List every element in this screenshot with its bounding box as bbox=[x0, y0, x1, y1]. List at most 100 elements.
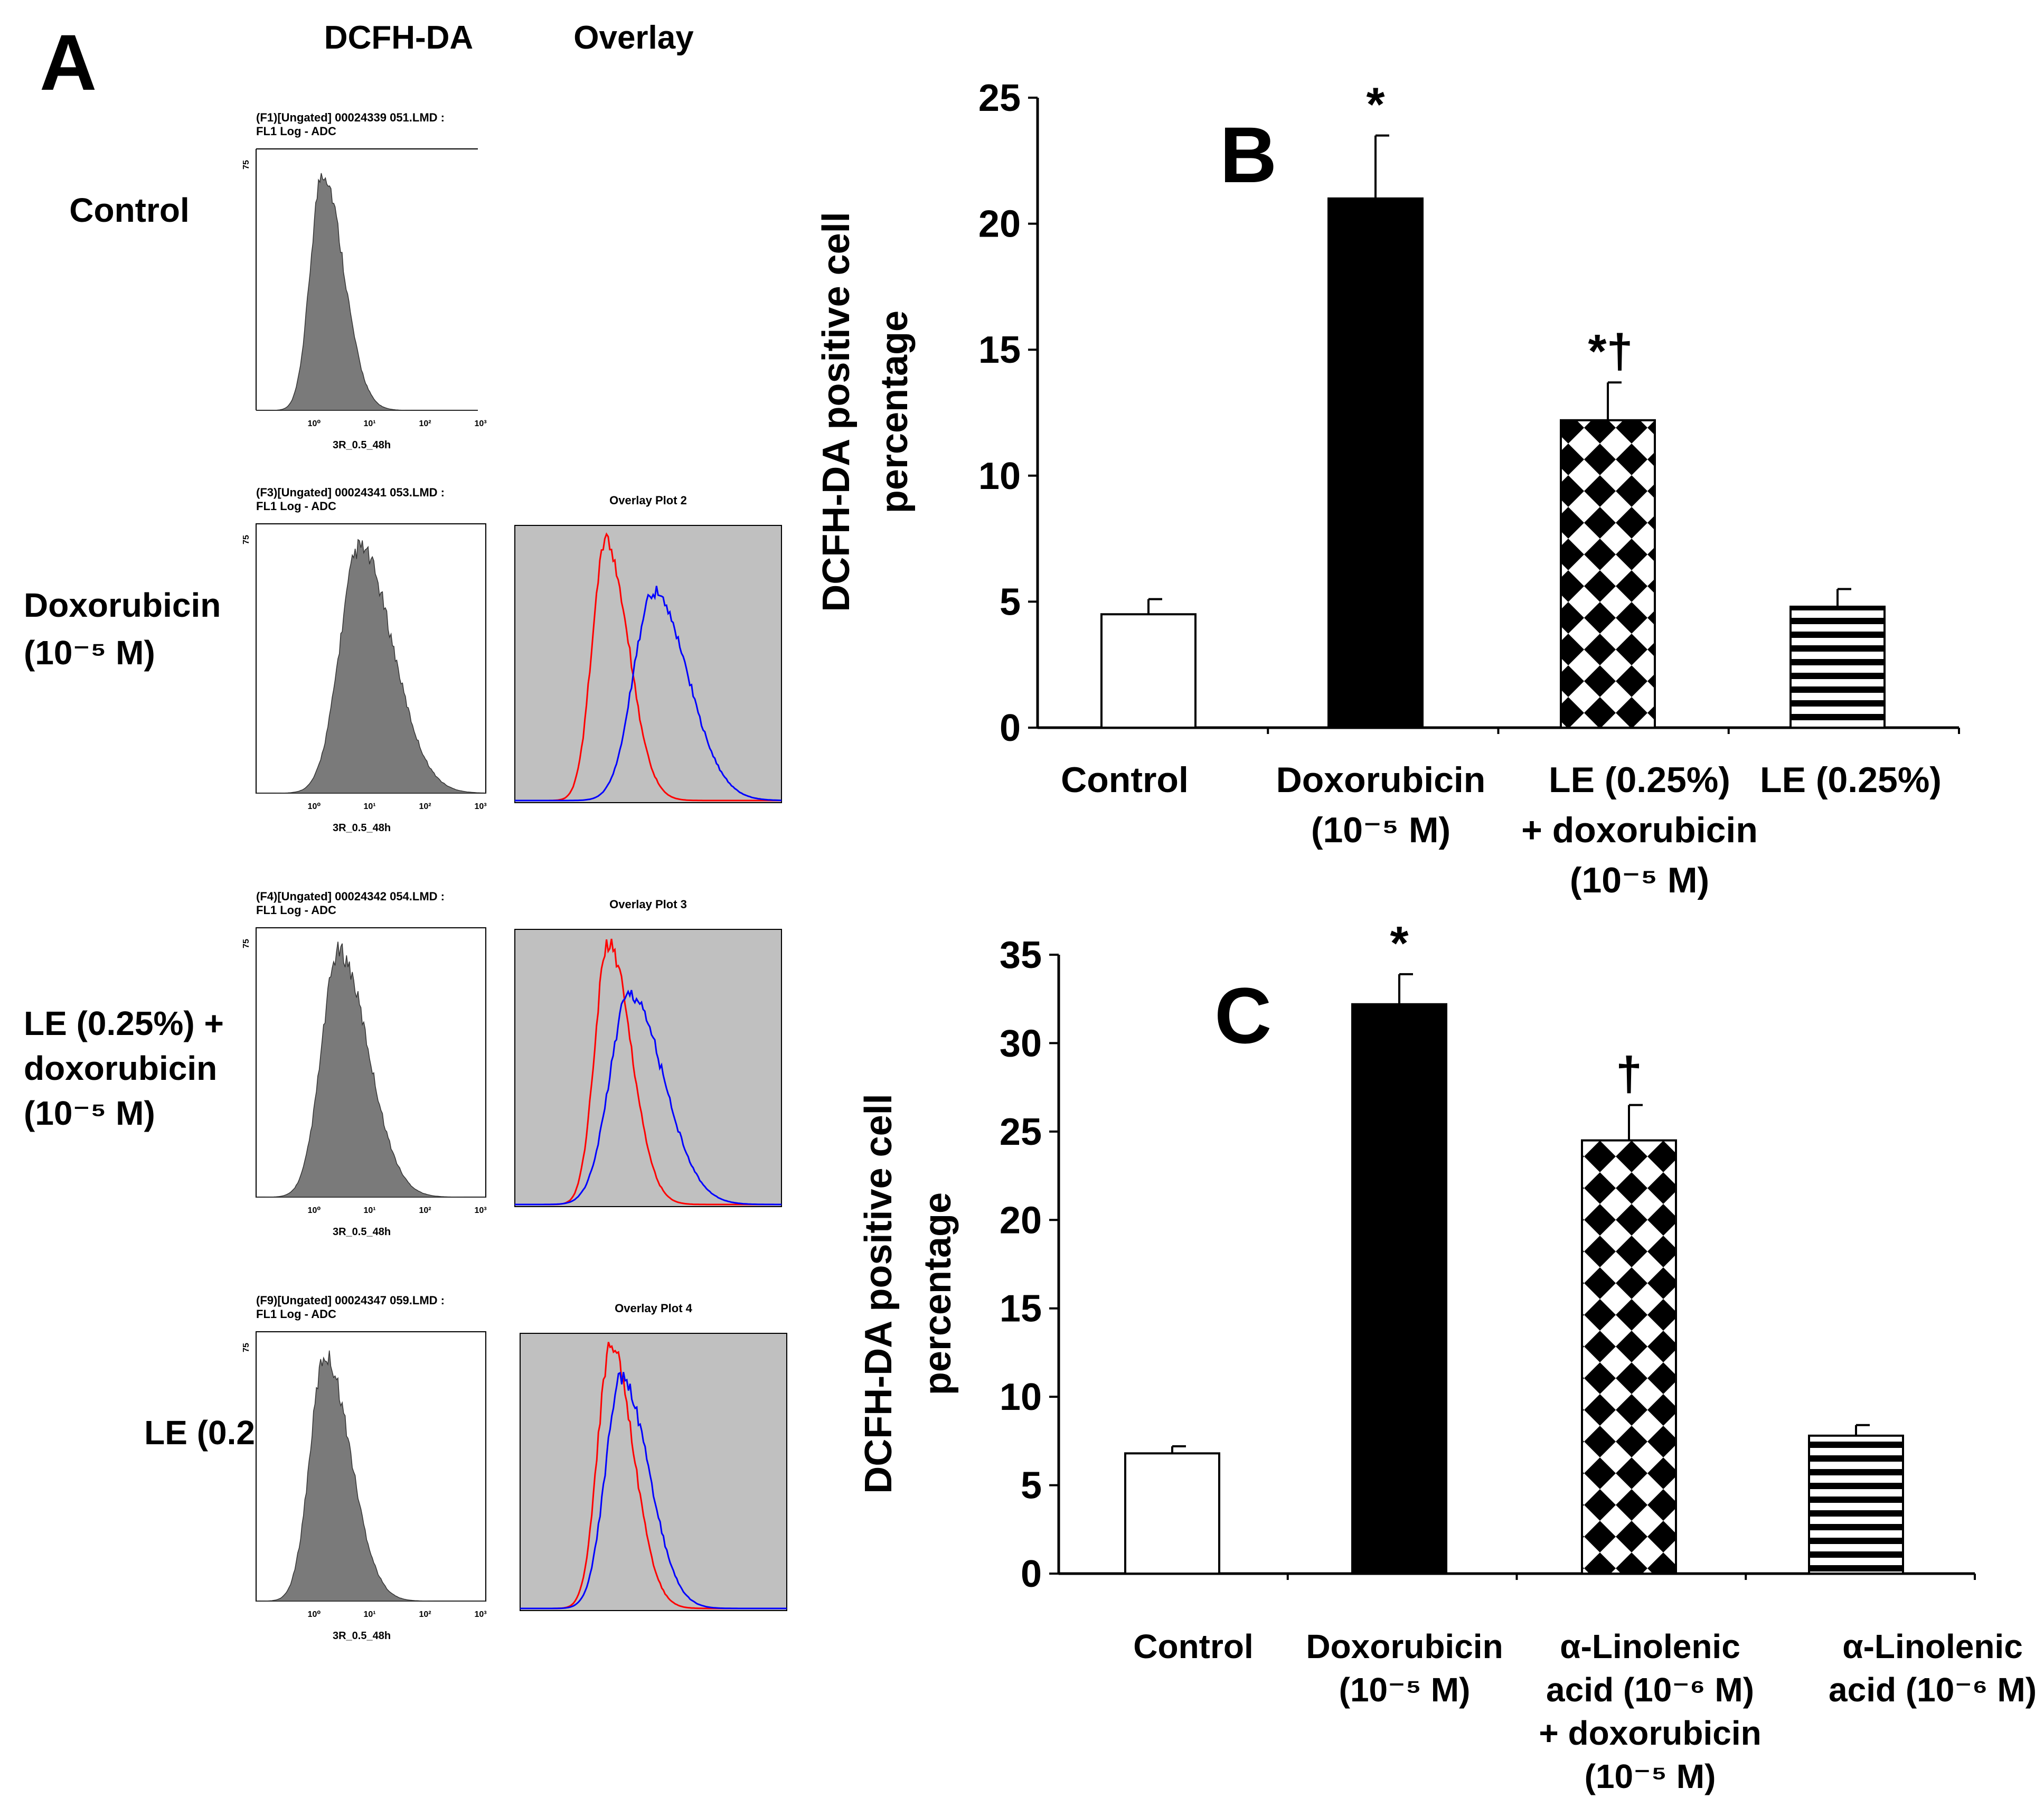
panel-c-letter: C bbox=[1214, 971, 1271, 1060]
histogram-y-tick: 75 bbox=[242, 939, 251, 948]
y-tick-label: 10 bbox=[1000, 1376, 1042, 1418]
histogram-xlabel: 3R_0.5_48h bbox=[333, 439, 391, 451]
histogram-header: (F9)[Ungated] 00024347 059.LMD : bbox=[256, 1294, 445, 1307]
significance-marker: * bbox=[1390, 917, 1408, 970]
histogram-xlabel: 3R_0.5_48h bbox=[333, 822, 391, 834]
category-label: (10⁻⁵ M) bbox=[1339, 1671, 1471, 1709]
histogram-y-tick: 75 bbox=[242, 160, 251, 170]
overlay-title: Overlay Plot 4 bbox=[615, 1302, 693, 1315]
histogram-x-tick: 10³ bbox=[474, 1206, 486, 1215]
y-axis-label: percentage bbox=[873, 310, 916, 513]
y-tick-label: 20 bbox=[978, 203, 1021, 246]
panel-a: A DCFH-DA Overlay Control (F1)[Ungated] 0… bbox=[24, 18, 787, 1642]
histogram-header: FL1 Log - ADC bbox=[256, 500, 336, 513]
category-label: + doxorubicin bbox=[1521, 810, 1758, 850]
category-label: + doxorubicin bbox=[1539, 1714, 1761, 1752]
y-tick-label: 0 bbox=[1021, 1553, 1042, 1595]
y-tick-label: 5 bbox=[1000, 581, 1021, 623]
histogram-x-tick: 10¹ bbox=[363, 802, 375, 811]
y-tick-label: 5 bbox=[1021, 1465, 1042, 1507]
category-label: α-Linolenic bbox=[1842, 1627, 2023, 1665]
histogram-x-tick: 10⁰ bbox=[308, 1610, 321, 1619]
category-label: (10⁻⁵ M) bbox=[1570, 860, 1709, 900]
panel-c-chart: C 0 5 10 15 20 25 30 35 DCFH-DA positive cell per… bbox=[858, 917, 2037, 1795]
bar bbox=[1581, 1139, 1677, 1575]
histogram-xlabel: 3R_0.5_48h bbox=[333, 1630, 391, 1642]
histogram-frame bbox=[256, 149, 478, 410]
histogram-x-tick: 10² bbox=[419, 419, 431, 428]
bar bbox=[1100, 613, 1197, 729]
histogram-x-tick: 10⁰ bbox=[308, 419, 321, 428]
histogram-x-tick: 10¹ bbox=[363, 419, 375, 428]
histogram-x-tick: 10³ bbox=[474, 1610, 486, 1619]
histogram-header: (F1)[Ungated] 00024339 051.LMD : bbox=[256, 111, 445, 124]
histogram-fill bbox=[256, 942, 486, 1198]
overlay-title: Overlay Plot 3 bbox=[609, 898, 687, 911]
significance-marker: *† bbox=[1588, 325, 1633, 378]
y-tick-label: 30 bbox=[1000, 1022, 1042, 1065]
significance-marker: * bbox=[1366, 79, 1384, 131]
histogram-x-tick: 10³ bbox=[474, 419, 486, 428]
histogram-header: (F4)[Ungated] 00024342 054.LMD : bbox=[256, 890, 445, 903]
category-label: (10⁻⁵ M) bbox=[1311, 810, 1450, 850]
overlay-treated-line bbox=[515, 989, 781, 1206]
row-label: LE (0.25%) + bbox=[24, 1004, 224, 1042]
panel-a-row: Control (F1)[Ungated] 00024339 051.LMD :F… bbox=[69, 111, 486, 451]
histogram-x-tick: 10¹ bbox=[363, 1206, 375, 1215]
histogram-x-tick: 10³ bbox=[474, 802, 486, 811]
category-label: acid (10⁻⁶ M) bbox=[1829, 1671, 2037, 1709]
row-label: Doxorubicin bbox=[24, 586, 221, 624]
panel-a-row: Doxorubicin (10⁻⁵ M) (F3)[Ungated] 0002434… bbox=[24, 486, 782, 834]
histogram-header: FL1 Log - ADC bbox=[256, 904, 336, 917]
category-label: Doxorubicin bbox=[1276, 760, 1486, 800]
y-tick-label: 15 bbox=[978, 329, 1021, 371]
bar bbox=[1789, 605, 1886, 729]
bar bbox=[1808, 1434, 1904, 1575]
overlay-frame bbox=[514, 929, 782, 1207]
row-label: (10⁻⁵ M) bbox=[24, 634, 155, 672]
row-label: Control bbox=[69, 191, 190, 229]
histogram-header: FL1 Log - ADC bbox=[256, 1307, 336, 1321]
y-tick-label: 35 bbox=[1000, 934, 1042, 976]
category-label: LE (0.25%) bbox=[1549, 760, 1730, 800]
panel-a-letter: A bbox=[40, 18, 97, 107]
row-label: doxorubicin bbox=[24, 1049, 217, 1087]
histogram-fill bbox=[256, 1350, 486, 1602]
bar bbox=[1351, 1003, 1447, 1575]
y-axis-label: DCFH-DA positive cell bbox=[858, 1094, 900, 1493]
y-tick-label: 25 bbox=[1000, 1111, 1042, 1153]
panel-a-rows: Control(F1)[Ungated] 00024339 051.LMD :F… bbox=[24, 111, 787, 1642]
panel-b-letter: B bbox=[1220, 110, 1277, 199]
significance-marker: † bbox=[1616, 1048, 1642, 1101]
histogram-x-tick: 10⁰ bbox=[308, 802, 321, 811]
category-label: LE (0.25%) bbox=[1760, 760, 1942, 800]
y-tick-label: 0 bbox=[1000, 707, 1021, 749]
overlay-frame bbox=[514, 525, 782, 803]
col-header-dcfh: DCFH-DA bbox=[324, 20, 473, 56]
overlay-title: Overlay Plot 2 bbox=[609, 494, 687, 507]
histogram-x-tick: 10¹ bbox=[363, 1610, 375, 1619]
panel-b-chart: B 0 5 10 15 20 25 DCFH-DA positive cell percent… bbox=[815, 77, 1960, 900]
histogram-header: (F3)[Ungated] 00024341 053.LMD : bbox=[256, 486, 445, 499]
y-tick-label: 15 bbox=[1000, 1288, 1042, 1330]
overlay-treated-line bbox=[515, 586, 782, 802]
histogram-x-tick: 10² bbox=[419, 1610, 431, 1619]
bar bbox=[1560, 419, 1656, 729]
row-label: (10⁻⁵ M) bbox=[24, 1094, 155, 1132]
col-header-overlay: Overlay bbox=[573, 20, 694, 56]
y-tick-label: 10 bbox=[978, 455, 1021, 497]
bar bbox=[1327, 197, 1424, 729]
histogram-fill bbox=[256, 539, 486, 794]
category-label: acid (10⁻⁶ M) bbox=[1546, 1671, 1754, 1709]
category-label: Doxorubicin bbox=[1306, 1627, 1503, 1665]
y-axis-label: DCFH-DA positive cell bbox=[815, 212, 858, 611]
category-label: Control bbox=[1061, 760, 1189, 800]
histogram-xlabel: 3R_0.5_48h bbox=[333, 1226, 391, 1238]
histogram-header: FL1 Log - ADC bbox=[256, 125, 336, 138]
panel-a-row: LE (0.25%)(F9)[Ungated] 00024347 059.LMD… bbox=[144, 1294, 787, 1642]
y-tick-label: 20 bbox=[1000, 1199, 1042, 1241]
category-label: Control bbox=[1133, 1627, 1254, 1665]
category-label: α-Linolenic bbox=[1560, 1627, 1740, 1665]
histogram-y-tick: 75 bbox=[242, 1343, 251, 1352]
